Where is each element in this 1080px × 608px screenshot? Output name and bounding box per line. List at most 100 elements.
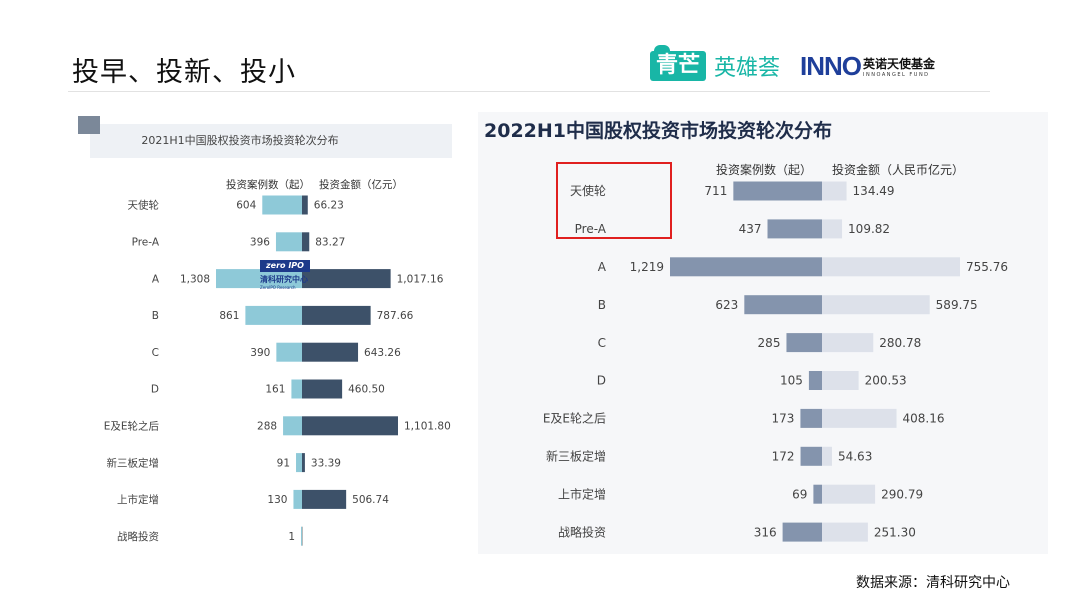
amount-bar <box>822 257 960 277</box>
amount-label: 290.79 <box>881 487 923 501</box>
amount-bar <box>822 371 859 390</box>
amount-label: 33.39 <box>311 457 341 469</box>
amount-label: 280.78 <box>879 336 921 350</box>
inno-text: 英诺天使基金 INNOANGEL FUND <box>863 55 935 78</box>
case-count-label: 623 <box>715 298 738 312</box>
case-count-bar <box>670 257 822 277</box>
amount-label: 109.82 <box>848 222 890 236</box>
case-count-label: 285 <box>758 336 781 350</box>
page-title: 投早、投新、投小 <box>72 57 296 88</box>
case-count-bar <box>782 522 822 542</box>
amount-label: 1,017.16 <box>397 273 444 285</box>
amount-bar <box>302 342 359 362</box>
category-label: Pre-A <box>132 236 160 248</box>
chart-2022h1-plot: 投资案例数（起） 投资金额（人民币亿元） 天使轮 711 134.49 Pre-A 437 1… <box>543 162 1008 542</box>
chart-2022h1: 2022H1中国股权投资市场投资轮次分布 投资案例数（起） 投资金额（人民币亿元）… <box>478 112 1048 554</box>
title-divider <box>68 91 990 92</box>
case-count-bar <box>275 232 302 252</box>
category-label: 战略投资 <box>117 530 159 543</box>
inno-cn-name: 英诺天使基金 <box>863 56 936 71</box>
amount-bar <box>822 333 874 353</box>
case-count-bar <box>283 416 302 436</box>
case-count-label: 161 <box>265 384 285 396</box>
amount-bar <box>302 453 305 473</box>
amount-label: 66.23 <box>314 200 344 212</box>
case-count-bar <box>296 453 302 473</box>
case-count-bar <box>767 219 822 239</box>
inno-angel-fund-logo: INNO 英诺天使基金 INNOANGEL FUND <box>800 51 935 82</box>
category-label: E及E轮之后 <box>104 419 159 432</box>
case-count-bar <box>800 408 822 428</box>
right-series-header: 投资金额（亿元） <box>319 178 403 191</box>
category-label: Pre-A <box>575 222 607 236</box>
qingmang-logo: 青芒 <box>650 45 707 81</box>
amount-bar <box>822 295 930 315</box>
amount-label: 589.75 <box>936 298 978 312</box>
chart-2021h1-title: 2021H1中国股权投资市场投资轮次分布 <box>141 134 339 147</box>
yingxionghui-logo: 英雄荟 <box>714 56 781 81</box>
category-label: C <box>598 336 606 350</box>
case-count-bar <box>733 181 822 201</box>
amount-label: 643.26 <box>364 347 401 359</box>
case-count-label: 172 <box>772 450 795 464</box>
watermark-en: ZeroIPO Research <box>260 285 296 290</box>
case-count-bar <box>291 379 302 399</box>
category-label: 新三板定增 <box>546 449 606 464</box>
chart-2021h1: 2021H1中国股权投资市场投资轮次分布 投资案例数（起） 投资金额（亿元） 天使轮… <box>76 110 466 560</box>
right-series-header: 投资金额（人民币亿元） <box>832 162 964 177</box>
case-count-bar <box>293 489 302 509</box>
amount-label: 755.76 <box>966 260 1008 274</box>
case-count-label: 396 <box>250 236 270 248</box>
logo-group: 青芒 英雄荟 INNO 英诺天使基金 INNOANGEL FUND <box>650 45 935 86</box>
amount-bar <box>302 526 303 546</box>
case-count-label: 69 <box>792 487 807 501</box>
amount-bar <box>822 219 843 239</box>
amount-label: 134.49 <box>853 184 895 198</box>
category-label: C <box>152 347 159 359</box>
category-label: B <box>152 310 159 322</box>
category-label: 天使轮 <box>570 183 606 198</box>
amount-bar <box>302 416 398 436</box>
chart-2021h1-header-square <box>78 116 100 134</box>
case-count-bar <box>744 295 822 315</box>
amount-bar <box>822 522 868 542</box>
left-series-header: 投资案例数（起） <box>716 162 812 177</box>
amount-bar <box>822 446 832 466</box>
case-count-label: 130 <box>267 494 287 506</box>
category-label: D <box>597 374 606 388</box>
category-label: 上市定增 <box>558 486 606 501</box>
inno-en-name: INNOANGEL FUND <box>863 71 930 78</box>
amount-bar <box>302 195 308 215</box>
category-label: 新三板定增 <box>107 456 160 469</box>
case-count-label: 173 <box>772 412 795 426</box>
amount-bar <box>822 181 847 201</box>
case-count-label: 437 <box>739 222 762 236</box>
category-label: B <box>598 298 606 312</box>
case-count-label: 861 <box>219 310 239 322</box>
case-count-label: 1,308 <box>180 273 210 285</box>
case-count-bar <box>245 305 302 325</box>
case-count-label: 288 <box>257 420 277 432</box>
category-label: E及E轮之后 <box>543 412 606 426</box>
case-count-label: 105 <box>780 374 803 388</box>
amount-bar <box>302 379 343 399</box>
category-label: 战略投资 <box>558 524 606 539</box>
left-series-header: 投资案例数（起） <box>226 178 310 191</box>
category-label: 上市定增 <box>117 493 159 506</box>
case-count-bar <box>301 526 302 546</box>
amount-bar <box>822 408 897 428</box>
amount-bar <box>822 484 876 504</box>
amount-label: 83.27 <box>315 236 345 248</box>
case-count-bar <box>262 195 302 215</box>
case-count-label: 604 <box>236 200 256 212</box>
amount-label: 460.50 <box>348 384 385 396</box>
case-count-label: 316 <box>754 525 777 539</box>
category-label: A <box>152 273 160 285</box>
case-count-bar <box>216 269 302 289</box>
amount-label: 251.30 <box>874 525 916 539</box>
inno-mark: INNO <box>800 50 862 81</box>
case-count-bar <box>808 371 822 390</box>
highlight-box <box>556 162 672 239</box>
chart-2022h1-title: 2022H1中国股权投资市场投资轮次分布 <box>484 120 833 142</box>
amount-label: 1,101.80 <box>404 420 451 432</box>
